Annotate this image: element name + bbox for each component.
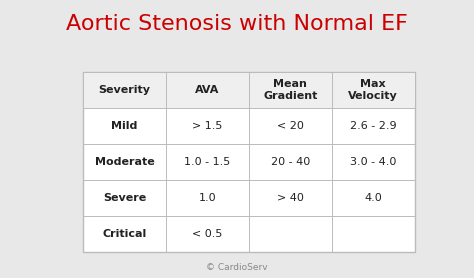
Text: 2.6 - 2.9: 2.6 - 2.9 [350, 121, 397, 131]
Text: 1.0 - 1.5: 1.0 - 1.5 [184, 157, 230, 167]
FancyBboxPatch shape [83, 72, 415, 252]
Text: Severity: Severity [99, 85, 150, 95]
Text: Max
Velocity: Max Velocity [348, 80, 398, 101]
Text: > 40: > 40 [277, 193, 304, 203]
Text: Moderate: Moderate [94, 157, 155, 167]
Text: Critical: Critical [102, 229, 146, 239]
Text: Mild: Mild [111, 121, 137, 131]
Text: AVA: AVA [195, 85, 219, 95]
Text: Aortic Stenosis with Normal EF: Aortic Stenosis with Normal EF [66, 14, 408, 34]
Text: < 20: < 20 [277, 121, 304, 131]
FancyBboxPatch shape [83, 72, 415, 108]
Text: Severe: Severe [103, 193, 146, 203]
Text: 4.0: 4.0 [365, 193, 382, 203]
Text: < 0.5: < 0.5 [192, 229, 223, 239]
Text: Mean
Gradient: Mean Gradient [263, 80, 318, 101]
Text: © CardioServ: © CardioServ [206, 264, 268, 272]
Text: 1.0: 1.0 [199, 193, 216, 203]
Text: 20 - 40: 20 - 40 [271, 157, 310, 167]
Text: > 1.5: > 1.5 [192, 121, 223, 131]
Text: 3.0 - 4.0: 3.0 - 4.0 [350, 157, 396, 167]
